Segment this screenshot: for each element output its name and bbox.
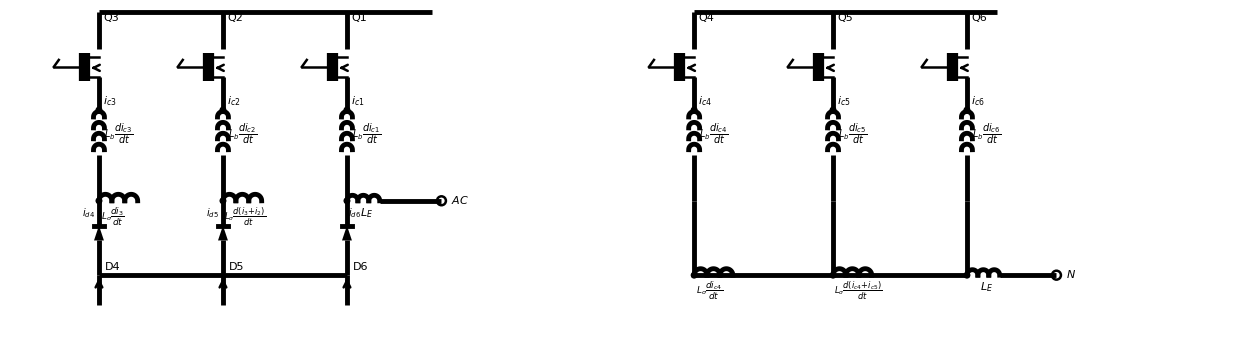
- Circle shape: [97, 198, 102, 203]
- Text: $L_E$: $L_E$: [980, 280, 993, 294]
- Text: $L_\sigma\dfrac{di_{c4}}{dt}$: $L_\sigma\dfrac{di_{c4}}{dt}$: [696, 280, 723, 302]
- Text: $L_\sigma\dfrac{d(i_3{+}i_2)}{dt}$: $L_\sigma\dfrac{d(i_3{+}i_2)}{dt}$: [224, 206, 267, 228]
- Text: $L_b\dfrac{di_{c6}}{dt}$: $L_b\dfrac{di_{c6}}{dt}$: [972, 121, 1001, 146]
- Circle shape: [831, 272, 836, 278]
- Text: $L_E$: $L_E$: [360, 206, 373, 219]
- Text: $N$: $N$: [1066, 268, 1076, 280]
- Circle shape: [692, 107, 697, 113]
- Text: $L_b\dfrac{di_{c3}}{dt}$: $L_b\dfrac{di_{c3}}{dt}$: [104, 121, 133, 146]
- Text: $L_\sigma\dfrac{d(i_{c4}{+}i_{c5})}{dt}$: $L_\sigma\dfrac{d(i_{c4}{+}i_{c5})}{dt}$: [835, 280, 883, 302]
- Text: $L_b\dfrac{di_{c5}}{dt}$: $L_b\dfrac{di_{c5}}{dt}$: [838, 121, 867, 146]
- Text: $i_{c5}$: $i_{c5}$: [837, 94, 851, 108]
- Polygon shape: [94, 226, 104, 240]
- Text: $i_{d4}$: $i_{d4}$: [82, 206, 95, 219]
- Text: Q3: Q3: [103, 13, 119, 23]
- Text: $i_{c2}$: $i_{c2}$: [227, 94, 241, 108]
- Circle shape: [345, 107, 350, 113]
- Text: Q1: Q1: [351, 13, 367, 23]
- Text: D4: D4: [105, 262, 120, 272]
- Text: Q6: Q6: [971, 13, 987, 23]
- Text: Q2: Q2: [227, 13, 243, 23]
- Circle shape: [965, 107, 970, 113]
- Text: D5: D5: [229, 262, 244, 272]
- Text: $L_b\dfrac{di_{c1}}{dt}$: $L_b\dfrac{di_{c1}}{dt}$: [352, 121, 381, 146]
- Text: $i_{c6}$: $i_{c6}$: [971, 94, 985, 108]
- Text: $i_{c4}$: $i_{c4}$: [698, 94, 712, 108]
- Text: Q4: Q4: [698, 13, 714, 23]
- Text: D6: D6: [353, 262, 368, 272]
- Circle shape: [831, 107, 836, 113]
- Polygon shape: [342, 226, 352, 240]
- Circle shape: [965, 272, 970, 278]
- Polygon shape: [218, 226, 228, 240]
- Circle shape: [221, 107, 226, 113]
- Text: $L_\sigma\dfrac{di_3}{dt}$: $L_\sigma\dfrac{di_3}{dt}$: [100, 206, 125, 228]
- Text: $L_b\dfrac{di_{c2}}{dt}$: $L_b\dfrac{di_{c2}}{dt}$: [228, 121, 257, 146]
- Circle shape: [221, 198, 226, 203]
- Circle shape: [692, 272, 697, 278]
- Text: $L_b\dfrac{di_{c4}}{dt}$: $L_b\dfrac{di_{c4}}{dt}$: [699, 121, 728, 146]
- Text: Q5: Q5: [837, 13, 853, 23]
- Text: $i_{c3}$: $i_{c3}$: [103, 94, 117, 108]
- Text: $i_{c1}$: $i_{c1}$: [351, 94, 365, 108]
- Text: $AC$: $AC$: [451, 194, 469, 206]
- Text: $i_{d6}$: $i_{d6}$: [348, 206, 361, 219]
- Text: $i_{d5}$: $i_{d5}$: [206, 206, 219, 219]
- Circle shape: [97, 107, 102, 113]
- Circle shape: [345, 198, 350, 203]
